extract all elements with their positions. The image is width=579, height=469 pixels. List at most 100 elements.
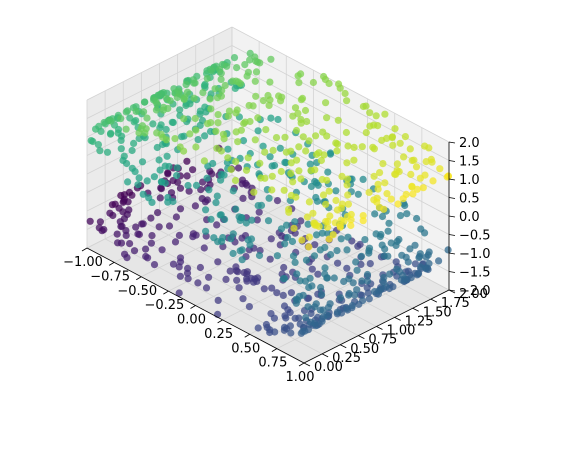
scatter-point bbox=[302, 313, 310, 322]
scatter-point bbox=[294, 72, 302, 80]
scatter-point bbox=[318, 175, 326, 184]
scatter-point bbox=[172, 213, 180, 221]
x-tick bbox=[108, 262, 115, 266]
scatter-point bbox=[168, 118, 176, 126]
scatter-point bbox=[150, 173, 158, 181]
y-tick-label: 1.50 bbox=[423, 305, 452, 320]
x-tick-label: 0.25 bbox=[204, 327, 233, 342]
z-tick bbox=[448, 234, 456, 236]
scatter-points bbox=[86, 49, 452, 337]
scatter-point bbox=[190, 79, 198, 87]
scatter-point bbox=[239, 137, 248, 145]
scatter-point bbox=[309, 209, 317, 217]
scatter-point bbox=[233, 276, 241, 284]
y-tick bbox=[321, 353, 329, 358]
scatter-point bbox=[213, 192, 221, 200]
scatter-point bbox=[236, 247, 244, 255]
scatter-point bbox=[128, 146, 136, 155]
scatter-point bbox=[152, 106, 160, 114]
scatter-point bbox=[207, 66, 216, 74]
scatter-point bbox=[376, 169, 384, 177]
grid-line bbox=[86, 45, 233, 119]
scatter-point bbox=[212, 199, 220, 207]
z-tick bbox=[448, 289, 456, 292]
scatter-point bbox=[268, 284, 276, 292]
scatter-point bbox=[274, 115, 282, 124]
scatter-point bbox=[257, 174, 265, 182]
scatter-point bbox=[414, 269, 422, 277]
scatter-point bbox=[415, 254, 423, 262]
scatter-point bbox=[321, 75, 329, 84]
scatter-point bbox=[266, 328, 274, 337]
scatter-point bbox=[180, 115, 188, 123]
scatter-point bbox=[316, 306, 324, 314]
scatter-point bbox=[185, 187, 193, 195]
scatter-point bbox=[305, 233, 313, 241]
scatter-point bbox=[397, 276, 405, 284]
scatter-point bbox=[266, 255, 274, 263]
scatter-point bbox=[238, 256, 246, 264]
z-tick-label: 2.0 bbox=[459, 136, 480, 151]
scatter-point bbox=[279, 291, 287, 299]
scatter-point bbox=[207, 215, 215, 223]
scatter-point bbox=[256, 159, 264, 167]
scatter-point bbox=[203, 74, 211, 83]
scatter-point bbox=[218, 86, 226, 94]
scatter-point bbox=[242, 219, 250, 227]
scatter-point bbox=[343, 181, 351, 189]
scatter-point bbox=[324, 229, 332, 238]
scatter-point bbox=[192, 143, 200, 151]
z-tick bbox=[448, 160, 456, 162]
scatter-point bbox=[217, 176, 225, 184]
scatter-point bbox=[222, 275, 230, 283]
scatter-point bbox=[293, 270, 301, 278]
scatter-point bbox=[314, 270, 322, 278]
scatter-point bbox=[202, 227, 210, 235]
scatter-point bbox=[122, 125, 130, 133]
scatter-point bbox=[254, 114, 262, 122]
scatter-point bbox=[326, 150, 335, 158]
scatter-point bbox=[96, 218, 104, 226]
y-tick bbox=[376, 326, 383, 330]
scatter-point bbox=[259, 97, 267, 105]
scatter-point bbox=[344, 233, 352, 241]
scatter-point bbox=[117, 136, 125, 144]
y-tick-label: 1.75 bbox=[441, 296, 470, 311]
scatter-point bbox=[229, 249, 237, 258]
scatter-point bbox=[388, 134, 396, 142]
scatter-point bbox=[273, 197, 282, 205]
scatter-point bbox=[292, 299, 300, 307]
scatter-point bbox=[268, 172, 276, 180]
scatter-point bbox=[351, 291, 359, 299]
scatter-point bbox=[235, 284, 243, 292]
scatter-point bbox=[142, 245, 150, 253]
scatter-point bbox=[341, 89, 349, 98]
scatter-point bbox=[175, 289, 183, 297]
y-tick-label: 0.25 bbox=[332, 351, 361, 366]
scatter-point bbox=[292, 126, 301, 135]
scatter-point bbox=[319, 128, 327, 136]
scatter-point bbox=[221, 215, 229, 223]
scatter-point bbox=[278, 232, 286, 240]
scatter-point bbox=[305, 198, 313, 206]
scatter-point bbox=[100, 118, 108, 127]
scatter-point bbox=[353, 266, 361, 274]
scatter-point bbox=[366, 109, 374, 117]
scatter-point bbox=[306, 160, 314, 168]
grid-line bbox=[213, 183, 432, 300]
scatter-point bbox=[321, 270, 329, 278]
scatter-point bbox=[323, 114, 331, 122]
scatter-point bbox=[364, 289, 372, 297]
scatter-point bbox=[249, 278, 258, 286]
scatter-point bbox=[224, 145, 232, 153]
scatter-point bbox=[176, 272, 184, 280]
y-tick bbox=[430, 298, 438, 303]
scatter-point bbox=[183, 269, 192, 277]
scatter-point bbox=[287, 289, 295, 297]
scatter-point bbox=[234, 138, 242, 146]
scatter-point bbox=[161, 162, 169, 170]
scatter-point bbox=[192, 126, 200, 134]
scatter-point bbox=[282, 148, 290, 156]
z-tick bbox=[448, 252, 456, 255]
scatter-point bbox=[370, 288, 379, 296]
